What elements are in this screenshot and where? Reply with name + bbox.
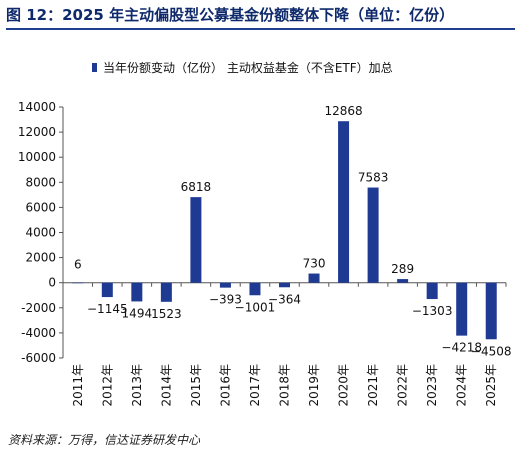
chart-title: 图 12：2025 年主动偏股型公募基金份额整体下降（单位：亿份） bbox=[6, 6, 455, 24]
source-note: 资料来源：万得，信达证券研发中心 bbox=[8, 433, 201, 447]
data-label: 7583 bbox=[358, 171, 389, 185]
bar bbox=[485, 282, 497, 340]
bar-chart: 当年份额变动（亿份） 主动权益基金（不含ETF）加总 14000 12000 1000… bbox=[18, 60, 512, 407]
y-tick-label: 14000 bbox=[18, 100, 56, 114]
y-tick-label: -2000 bbox=[21, 301, 56, 315]
x-tick-label: 2017年 bbox=[248, 364, 262, 407]
x-tick-label: 2019年 bbox=[307, 364, 321, 407]
x-tick-label: 2020年 bbox=[337, 364, 351, 407]
bar bbox=[367, 187, 379, 283]
x-tick-label: 2025年 bbox=[484, 364, 498, 407]
data-label: 1494 bbox=[122, 306, 153, 320]
x-tick-label: 2012年 bbox=[100, 364, 114, 407]
y-tick-label: 10000 bbox=[18, 150, 56, 164]
y-tick-label: -4000 bbox=[21, 326, 56, 340]
bar bbox=[279, 282, 290, 288]
bar bbox=[219, 282, 231, 288]
data-label: −4508 bbox=[471, 344, 512, 358]
y-tick-label: -6000 bbox=[21, 351, 56, 365]
data-label: −364 bbox=[268, 292, 301, 306]
data-label: −1145 bbox=[87, 302, 128, 316]
x-tick-label: 2018年 bbox=[278, 364, 292, 407]
bar bbox=[426, 282, 438, 300]
x-tick-label: 2023年 bbox=[425, 364, 439, 407]
y-tick-label: 2000 bbox=[25, 251, 56, 265]
bar bbox=[190, 197, 202, 283]
y-tick-label: 6000 bbox=[25, 200, 56, 214]
x-tick-label: 2022年 bbox=[396, 364, 410, 407]
x-tick-label: 2014年 bbox=[159, 364, 173, 407]
data-label: −393 bbox=[209, 293, 242, 307]
legend-label: 当年份额变动（亿份） 主动权益基金（不含ETF）加总 bbox=[103, 60, 393, 75]
data-label: −1303 bbox=[412, 304, 453, 318]
data-label: 289 bbox=[391, 262, 414, 276]
bar bbox=[308, 273, 320, 283]
bar bbox=[397, 279, 409, 283]
legend-swatch bbox=[92, 63, 97, 72]
data-label: 730 bbox=[303, 257, 326, 271]
bar bbox=[160, 282, 172, 302]
bar bbox=[101, 282, 113, 298]
y-tick-label: 4000 bbox=[25, 226, 56, 240]
bar bbox=[131, 282, 143, 302]
data-label: −4218 bbox=[441, 341, 482, 355]
x-tick-label: 2016年 bbox=[218, 364, 232, 407]
x-tick-label: 2015年 bbox=[189, 364, 203, 407]
x-tick-label: 2011年 bbox=[71, 364, 85, 407]
x-tick-label: 2021年 bbox=[366, 364, 380, 407]
y-tick-label: 0 bbox=[48, 276, 56, 290]
y-tick-label: 8000 bbox=[25, 175, 56, 189]
data-label: 6 bbox=[74, 258, 82, 272]
data-label: 12868 bbox=[324, 104, 362, 118]
bar bbox=[338, 121, 350, 283]
data-label: −1001 bbox=[235, 300, 276, 314]
title-rule bbox=[6, 28, 515, 30]
data-label: 1523 bbox=[151, 307, 182, 321]
bar bbox=[249, 282, 261, 296]
y-tick-label: 12000 bbox=[18, 125, 56, 139]
bar bbox=[456, 282, 468, 336]
x-tick-label: 2024年 bbox=[455, 364, 469, 407]
data-label: 6818 bbox=[181, 180, 212, 194]
x-tick-label: 2013年 bbox=[130, 364, 144, 407]
bar bbox=[72, 282, 84, 284]
